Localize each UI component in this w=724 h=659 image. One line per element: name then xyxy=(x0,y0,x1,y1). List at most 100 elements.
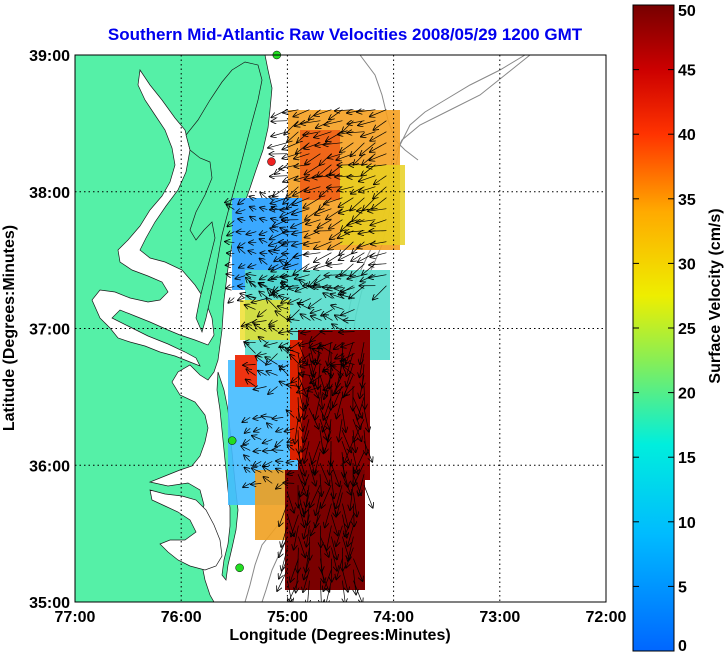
velocity-vector xyxy=(306,219,321,225)
velocity-vector xyxy=(350,485,353,510)
velocity-vector xyxy=(301,314,311,321)
velocity-vector xyxy=(356,220,376,223)
velocity-vector xyxy=(336,558,343,580)
velocity-vector xyxy=(248,251,257,254)
velocity-vector xyxy=(294,525,299,550)
velocity-vector xyxy=(283,483,295,484)
velocity-vector xyxy=(260,259,268,265)
velocity-vector xyxy=(319,408,330,429)
velocity-vector xyxy=(352,408,360,429)
velocity-vector xyxy=(246,380,256,387)
velocity-vector xyxy=(287,472,295,474)
velocity-vector xyxy=(371,219,387,225)
velocity-vector xyxy=(254,386,267,389)
velocity-vector xyxy=(347,176,365,177)
plot-frame xyxy=(74,54,607,603)
velocity-vector xyxy=(331,514,337,536)
grid-lines xyxy=(75,55,606,602)
velocity-vector xyxy=(301,121,321,124)
velocity-vector xyxy=(269,197,279,199)
velocity-vector xyxy=(341,287,355,291)
velocity-vector xyxy=(372,197,387,209)
velocity-vector xyxy=(308,463,316,485)
velocity-vector xyxy=(306,547,310,573)
colorbar xyxy=(632,4,675,652)
velocity-vector xyxy=(350,263,365,277)
velocity-vector xyxy=(374,120,387,130)
velocity-vector xyxy=(276,469,284,473)
velocity-vector xyxy=(359,474,365,495)
velocity-vector xyxy=(364,386,365,409)
velocity-vector xyxy=(282,547,288,571)
velocity-vector xyxy=(238,286,246,287)
velocity-vector xyxy=(246,232,257,235)
velocity-vector xyxy=(333,375,343,395)
velocity-vector xyxy=(344,441,354,462)
velocity-vector xyxy=(245,428,250,433)
velocity-vector xyxy=(292,208,310,215)
velocity-vector xyxy=(306,525,309,547)
velocity-vector xyxy=(295,419,299,444)
velocity-vector xyxy=(245,468,251,473)
velocity-vector xyxy=(305,164,321,175)
velocity-vector xyxy=(250,196,257,198)
velocity-vector xyxy=(336,397,343,418)
velocity-vector xyxy=(326,252,343,263)
velocity-vector xyxy=(336,525,343,546)
colorbar-label: Surface Velocity (cm/s) xyxy=(707,208,724,383)
velocity-vector xyxy=(346,547,354,568)
velocity-vector xyxy=(244,342,256,354)
velocity-vector xyxy=(276,428,284,431)
velocity-vector xyxy=(287,492,294,513)
velocity-vector xyxy=(238,219,246,221)
colorbar-tick-label: 25 xyxy=(678,321,696,338)
velocity-vector xyxy=(341,441,350,464)
velocity-vector xyxy=(279,331,289,332)
velocity-vector xyxy=(328,241,343,250)
velocity-vector xyxy=(292,231,310,234)
velocity-vector xyxy=(282,243,290,246)
colorbar-tick-label: 20 xyxy=(678,386,696,403)
velocity-vector xyxy=(266,353,278,364)
velocity-vector xyxy=(323,569,332,591)
velocity-vector xyxy=(324,430,332,453)
velocity-vector xyxy=(370,109,387,117)
velocity-vector xyxy=(225,199,235,203)
colorbar-tick-label: 40 xyxy=(678,127,696,144)
velocity-vector xyxy=(331,536,337,560)
station-marker xyxy=(267,157,276,166)
velocity-vector xyxy=(308,342,314,364)
velocity-vector xyxy=(308,375,318,397)
velocity-vector xyxy=(225,242,235,243)
velocity-vector xyxy=(297,342,307,364)
velocity-vector xyxy=(348,536,354,561)
velocity-vector xyxy=(337,364,343,387)
velocity-vector xyxy=(298,503,304,527)
y-tick-label: 38:00 xyxy=(29,185,70,202)
velocity-vector xyxy=(279,366,289,376)
velocity-vector xyxy=(353,430,356,452)
velocity-vector xyxy=(324,143,343,145)
velocity-vector xyxy=(287,131,299,142)
velocity-vector xyxy=(304,397,310,419)
velocity-vector xyxy=(315,208,332,215)
velocity-vector xyxy=(255,356,267,365)
station-marker xyxy=(235,563,244,573)
velocity-vector xyxy=(281,525,288,547)
velocity-vector xyxy=(252,468,262,472)
velocity-vector xyxy=(374,175,387,185)
velocity-vector xyxy=(363,441,372,462)
velocity-vector xyxy=(295,274,310,279)
colorbar-tick-label: 30 xyxy=(678,256,696,273)
velocity-vector xyxy=(359,175,376,182)
velocity-vector xyxy=(290,558,299,582)
velocity-vector xyxy=(243,439,251,444)
velocity-vector xyxy=(272,207,279,210)
velocity-vector xyxy=(347,132,365,133)
velocity-vector xyxy=(331,474,334,498)
velocity-vector xyxy=(311,316,322,321)
velocity-vector xyxy=(370,153,387,161)
delmarva-peninsula xyxy=(185,61,263,334)
velocity-vector xyxy=(330,463,339,486)
velocity-vector xyxy=(341,309,355,315)
